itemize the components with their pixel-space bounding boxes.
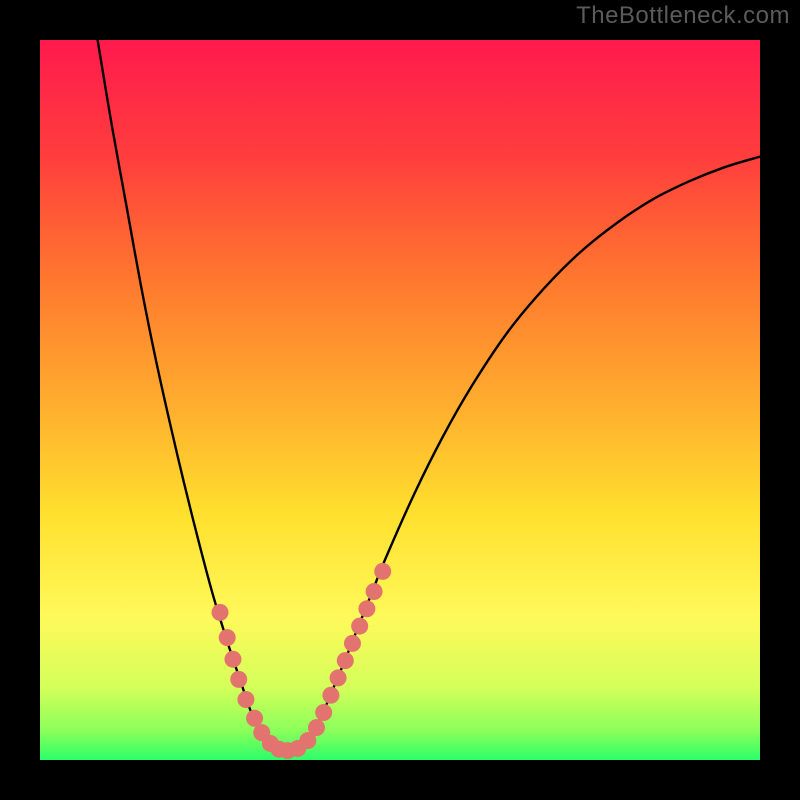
highlight-dot: [322, 687, 339, 704]
highlight-dot: [308, 719, 325, 736]
watermark: TheBottleneck.com: [576, 2, 790, 30]
highlight-dot: [224, 651, 241, 668]
highlight-dot: [366, 583, 383, 600]
highlight-dot: [237, 691, 254, 708]
highlight-dot: [374, 563, 391, 580]
highlight-dot: [246, 710, 263, 727]
highlight-dot: [337, 652, 354, 669]
highlight-dot: [315, 704, 332, 721]
stage: TheBottleneck.com: [0, 0, 800, 800]
highlight-dot: [351, 618, 368, 635]
highlight-dot: [344, 635, 361, 652]
plot-background: [40, 40, 760, 760]
highlight-dot: [330, 669, 347, 686]
chart-svg: [0, 0, 800, 800]
highlight-dot: [219, 629, 236, 646]
highlight-dot: [212, 604, 229, 621]
highlight-dot: [358, 600, 375, 617]
highlight-dot: [230, 671, 247, 688]
